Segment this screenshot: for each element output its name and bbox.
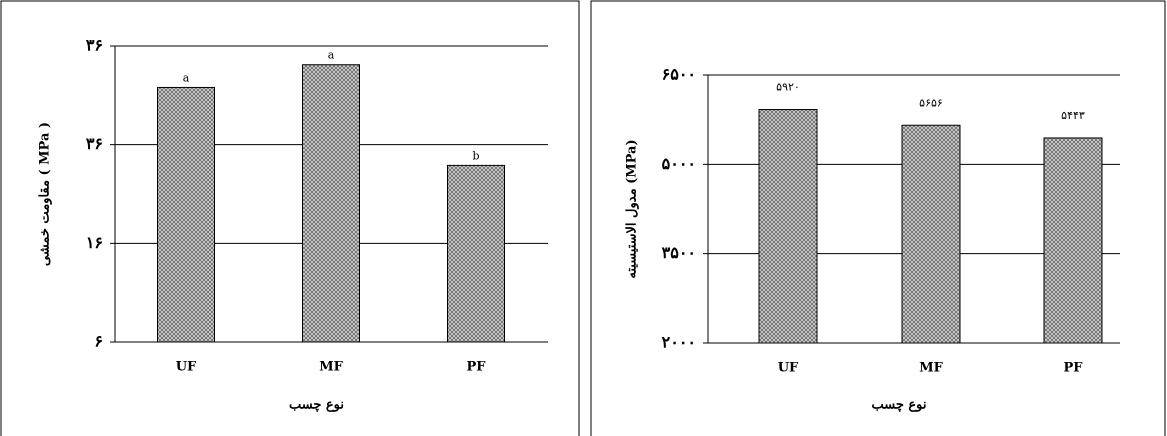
bar [157, 86, 215, 343]
bar-annotation: a [183, 71, 190, 84]
y-tick-label: ۵۰۰۰ [662, 154, 696, 173]
bar-annotation: b [472, 149, 479, 162]
y-tick-label: ۱۶ [86, 233, 103, 252]
y-axis-label: مدول الاستیسیته (MPa) [625, 139, 640, 278]
y-axis-label: مقاومت خمشی ( MPa ) [38, 122, 53, 266]
x-axis-label: نوع چسب [871, 398, 926, 413]
value-label: ۵۹۲۰ [776, 81, 800, 94]
x-tick-label: MF [319, 360, 343, 375]
x-tick-label: UF [176, 360, 197, 375]
x-tick-label: UF [778, 361, 799, 376]
bar [302, 64, 360, 343]
y-tick-label: ۳۶ [86, 134, 103, 153]
y-tick-label: ۳۶ [86, 36, 103, 55]
bar [758, 109, 818, 344]
panel-frame [590, 0, 1166, 436]
x-axis-label: نوع چسب [289, 398, 344, 413]
bar [1043, 137, 1103, 344]
x-tick-label: MF [919, 361, 943, 376]
y-tick-label: ۶۵۰۰ [662, 65, 696, 84]
value-label: ۵۴۴۳ [1061, 109, 1085, 122]
bar [447, 164, 505, 343]
panel-frame [0, 0, 580, 436]
x-tick-label: PF [466, 360, 486, 375]
bar-annotation: a [328, 49, 335, 62]
y-tick-label: ۶ [94, 332, 103, 351]
value-label: ۵۶۵۶ [919, 96, 943, 109]
x-tick-label: PF [1063, 361, 1083, 376]
bar [901, 124, 961, 344]
y-tick-label: ۳۵۰۰ [662, 243, 696, 262]
y-tick-label: ۲۰۰۰ [662, 333, 696, 352]
